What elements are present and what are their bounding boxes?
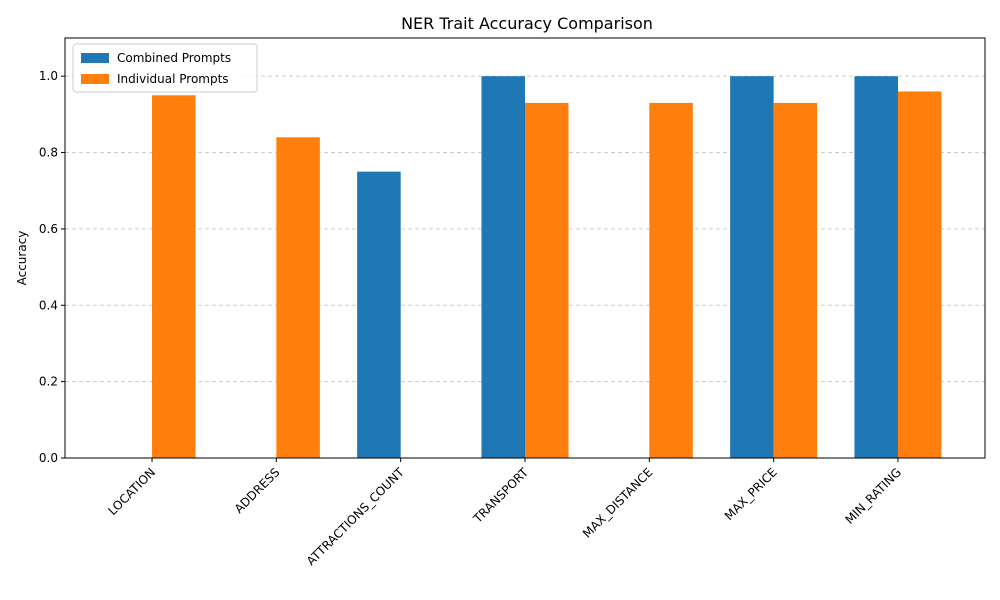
legend-swatch: [81, 74, 109, 84]
bar-individual-min_rating: [897, 91, 942, 459]
y-tick-label: 0.0: [39, 451, 58, 465]
y-tick-label: 1.0: [39, 69, 58, 83]
bar-combined-attractions_count: [357, 171, 401, 459]
bars: [152, 76, 942, 459]
chart-title: NER Trait Accuracy Comparison: [401, 14, 653, 33]
y-axis-label: Accuracy: [15, 231, 29, 286]
y-tick-label: 0.2: [39, 375, 58, 389]
legend-entry: Individual Prompts: [117, 72, 229, 86]
y-tick-label: 0.6: [39, 222, 58, 236]
bar-combined-transport: [481, 76, 525, 458]
legend-entry: Combined Prompts: [117, 51, 231, 65]
bar-individual-address: [276, 137, 320, 459]
legend-box: [72, 43, 258, 93]
bar-combined-min_rating: [854, 76, 898, 458]
bar-individual-location: [152, 95, 196, 458]
bar-individual-max_distance: [649, 102, 693, 458]
legend: Combined Prompts Individual Prompts: [72, 43, 258, 93]
y-tick-label: 0.4: [39, 298, 58, 312]
legend-swatch: [81, 53, 109, 63]
bar-individual-transport: [525, 102, 569, 458]
y-tick-label: 0.8: [39, 146, 58, 160]
bar-individual-max_price: [773, 102, 818, 458]
bar-combined-max_price: [730, 76, 774, 458]
